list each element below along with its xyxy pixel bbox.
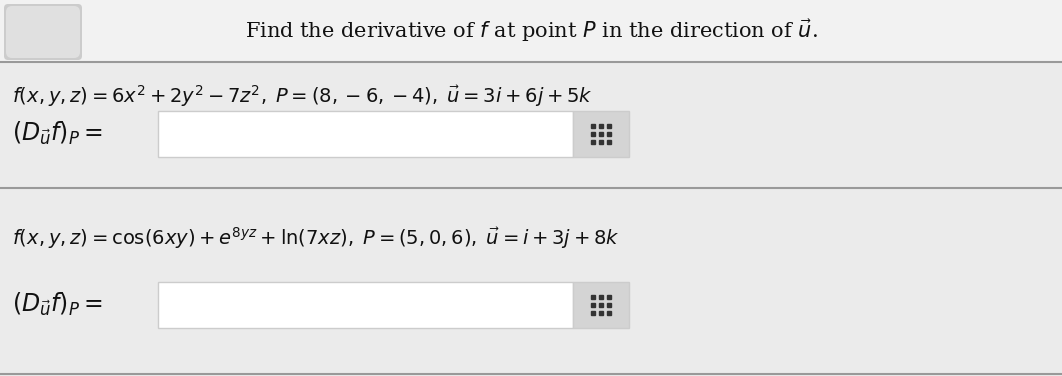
Text: $f(x, y, z) = \cos(6xy) + e^{8yz} + \ln(7xz), \; P = (5, 0, 6), \; \vec{u} = i +: $f(x, y, z) = \cos(6xy) + e^{8yz} + \ln(…: [12, 225, 620, 251]
FancyBboxPatch shape: [158, 282, 573, 327]
Text: Find the derivative of $f$ at point $P$ in the direction of $\vec{u}$.: Find the derivative of $f$ at point $P$ …: [244, 18, 818, 44]
FancyBboxPatch shape: [6, 6, 80, 58]
FancyBboxPatch shape: [4, 4, 82, 60]
Text: $\left(D_{\vec{u}}f\right)_P =$: $\left(D_{\vec{u}}f\right)_P =$: [12, 120, 103, 147]
FancyBboxPatch shape: [0, 0, 1062, 62]
FancyBboxPatch shape: [158, 111, 573, 156]
FancyBboxPatch shape: [0, 62, 1062, 188]
FancyBboxPatch shape: [0, 188, 1062, 374]
Text: $\left(D_{\vec{u}}f\right)_P =$: $\left(D_{\vec{u}}f\right)_P =$: [12, 291, 103, 318]
FancyBboxPatch shape: [573, 282, 629, 327]
Text: $f(x, y, z) = 6x^2 + 2y^2 - 7z^2, \; P = (8, -6, -4), \; \vec{u} = 3i + 6j + 5k$: $f(x, y, z) = 6x^2 + 2y^2 - 7z^2, \; P =…: [12, 83, 593, 109]
FancyBboxPatch shape: [573, 111, 629, 156]
